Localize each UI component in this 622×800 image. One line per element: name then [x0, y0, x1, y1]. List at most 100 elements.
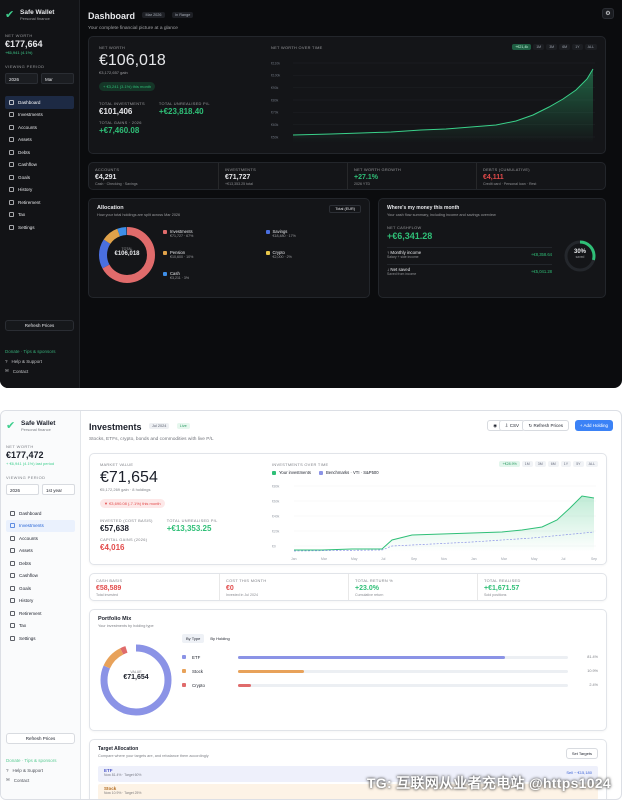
range-3m[interactable]: 3M: [546, 44, 558, 50]
allocation-item-name: Crypto: [272, 250, 285, 255]
stats-row-light: CASH BASIS €58,589 Total invested COST THIS…: [89, 573, 607, 601]
stat-value: +27.1%: [354, 174, 378, 181]
refresh-prices-top-button[interactable]: ↻ Refresh Prices: [522, 420, 569, 431]
range-1y[interactable]: 1Y: [572, 44, 583, 50]
sidebar-item-investments[interactable]: Investments: [6, 519, 75, 532]
range-5y-light[interactable]: 5Y: [573, 461, 584, 467]
settings-icon[interactable]: ⚙: [602, 8, 614, 19]
target-row-stock[interactable]: Stock Now 10.9% · Target 25%: [98, 784, 598, 799]
x-tick-label: Jul: [561, 557, 566, 561]
tab-by-type[interactable]: By Type: [182, 634, 205, 643]
donut-slice-savings: [99, 227, 155, 283]
mix-row-bar: [238, 655, 568, 659]
allocation-desc: How your total holdings are split across…: [97, 213, 181, 217]
unrealised-pl-value: +€13,353.25: [166, 524, 212, 533]
stat-value: €4,111: [483, 174, 504, 181]
target-row-name: ETF: [104, 768, 113, 773]
goals-icon: [10, 585, 15, 591]
range-1y-light[interactable]: 1Y: [560, 461, 572, 467]
target-row-etf[interactable]: ETF Now 81.4% · Target 60% Sell ~ €15,18…: [98, 766, 598, 782]
page-title: Dashboard: [88, 11, 136, 21]
refresh-prices-button[interactable]: Refresh Prices: [5, 320, 74, 331]
mix-row[interactable]: Stock 10.9%: [182, 664, 598, 678]
sidebar-item-goals[interactable]: Goals: [5, 171, 74, 184]
sidebar-item-label: Investments: [18, 112, 43, 118]
contact-link[interactable]: ✉ Contact: [5, 368, 29, 374]
donate-link-light[interactable]: Donate · Tips & sponsors: [6, 757, 57, 763]
sidebar-item-goals[interactable]: Goals: [6, 582, 75, 595]
history-icon: [9, 187, 14, 193]
x-tick-label: Sep: [591, 557, 597, 561]
sidebar-item-assets[interactable]: Assets: [6, 545, 75, 558]
sidebar-item-label: Retirement: [18, 199, 41, 205]
sidebar-item-debts[interactable]: Debts: [5, 146, 74, 159]
set-targets-button[interactable]: Set Targets: [565, 748, 598, 759]
sidebar-item-history[interactable]: History: [5, 184, 74, 197]
sidebar-item-dashboard[interactable]: Dashboard: [6, 507, 75, 520]
year-select-light[interactable]: 2026: [6, 484, 39, 495]
stat-label: COST THIS MONTH: [226, 578, 267, 583]
mix-row[interactable]: Crypto 2.4%: [182, 678, 598, 692]
cashflow-icon: [10, 573, 15, 579]
sidebar-item-history[interactable]: History: [6, 595, 75, 608]
sidebar-item-label: Assets: [19, 548, 33, 554]
sidebar-item-tax[interactable]: Tax: [6, 620, 75, 633]
stat-label: DEBTS (CUMULATIVE): [483, 167, 530, 172]
range-all-light[interactable]: ALL: [585, 461, 598, 467]
cashflow-row-sub: Saved from income: [387, 272, 417, 276]
app-logo-light[interactable]: ✔ Safe Wallet Personal finance: [6, 417, 75, 435]
range-6m-light[interactable]: 6M: [547, 461, 559, 467]
sidebar-item-dashboard[interactable]: Dashboard: [5, 96, 74, 109]
sidebar-item-tax[interactable]: Tax: [5, 209, 74, 222]
page-description: Your complete financial picture at a gla…: [88, 26, 178, 31]
year-select[interactable]: 2026: [5, 73, 38, 84]
refresh-prices-button-light[interactable]: Refresh Prices: [6, 733, 75, 744]
sidebar-item-debts[interactable]: Debts: [6, 557, 75, 570]
sidebar-item-label: Retirement: [19, 610, 42, 616]
investments-screenshot-light: ✔ Safe Wallet Personal finance NET WORTH …: [0, 410, 622, 800]
allocation-item-value: €10,600 · 10%: [170, 255, 194, 259]
sidebar-item-retirement[interactable]: Retirement: [5, 196, 74, 209]
add-holding-button[interactable]: + Add Holding: [574, 420, 613, 431]
cashflow-row-name: ↑ Monthly income: [387, 250, 422, 255]
range-6m[interactable]: 6M: [559, 44, 571, 50]
sidebar-item-label: Dashboard: [18, 99, 41, 105]
investments-icon: [10, 523, 15, 529]
range-all[interactable]: ALL: [584, 44, 597, 50]
help-link[interactable]: ? Help & Support: [5, 358, 43, 364]
legend-investments: Your investments: [272, 470, 311, 475]
sidebar-item-accounts[interactable]: Accounts: [5, 121, 74, 134]
sidebar-item-label: History: [19, 598, 34, 604]
cashflow-desc: Your cash flow summary, including income…: [387, 213, 496, 217]
sidebar-item-investments[interactable]: Investments: [5, 109, 74, 122]
contact-link-light[interactable]: ✉ Contact: [6, 777, 30, 783]
sidebar-item-accounts[interactable]: Accounts: [6, 532, 75, 545]
cost-basis-label: INVESTED (COST BASIS): [100, 518, 153, 523]
month-select[interactable]: Mar: [41, 73, 74, 84]
stat-sub: Sold positions: [484, 593, 507, 597]
tab-by-holding[interactable]: By Holding: [210, 636, 230, 641]
range-3m-light[interactable]: 3M: [534, 461, 546, 467]
period-chip-light: Jul 2024: [148, 422, 170, 429]
y-tick-label: €60k: [271, 123, 279, 127]
allocation-currency-button[interactable]: Total (EUR): [329, 205, 361, 213]
sidebar-item-cashflow[interactable]: Cashflow: [6, 570, 75, 583]
donate-link[interactable]: Donate · Tips & sponsors: [5, 348, 56, 354]
download-icon: ⇩: [504, 422, 509, 428]
help-link-light[interactable]: ? Help & Support: [6, 767, 44, 773]
sidebar-item-retirement[interactable]: Retirement: [6, 607, 75, 620]
sidebar-item-assets[interactable]: Assets: [5, 134, 74, 147]
sidebar-item-cashflow[interactable]: Cashflow: [5, 159, 74, 172]
sidebar-item-settings[interactable]: Settings: [6, 632, 75, 645]
range-1m[interactable]: 1M: [533, 44, 545, 50]
month-select-light[interactable]: 1st year: [42, 484, 75, 495]
app-logo[interactable]: ✔ Safe Wallet Personal finance: [5, 6, 74, 24]
assets-icon: [10, 548, 15, 554]
sidebar-item-settings[interactable]: Settings: [5, 221, 74, 234]
range-buttons-light: +€28.9% 1M 3M 6M 1Y 5Y ALL: [499, 461, 598, 467]
savings-ring-sub: saved: [575, 255, 585, 259]
csv-button[interactable]: ⇩ CSV: [498, 420, 525, 431]
help-icon: ?: [6, 767, 9, 773]
mix-row[interactable]: ETF 81.4%: [182, 650, 598, 664]
range-1m-light[interactable]: 1M: [521, 461, 533, 467]
